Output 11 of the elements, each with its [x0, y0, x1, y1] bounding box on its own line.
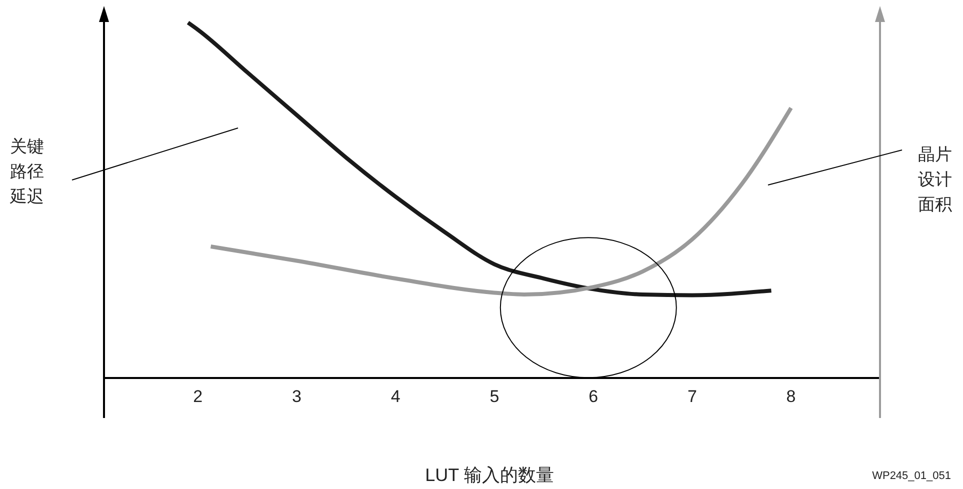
- x-tick-label: 3: [292, 387, 302, 406]
- x-tick-label: 6: [588, 387, 598, 406]
- x-tick-label: 2: [193, 387, 203, 406]
- x-axis-title: LUT 输入的数量: [425, 465, 554, 485]
- x-tick-label: 8: [786, 387, 796, 406]
- y2-axis-title: 晶片设计面积: [918, 145, 952, 214]
- y-axis-title: 关键路径延迟: [9, 137, 44, 206]
- x-tick-label: 7: [687, 387, 697, 406]
- x-tick-label: 4: [390, 387, 400, 406]
- x-tick-label: 5: [490, 387, 500, 406]
- text: WP245_01_051: [872, 470, 951, 482]
